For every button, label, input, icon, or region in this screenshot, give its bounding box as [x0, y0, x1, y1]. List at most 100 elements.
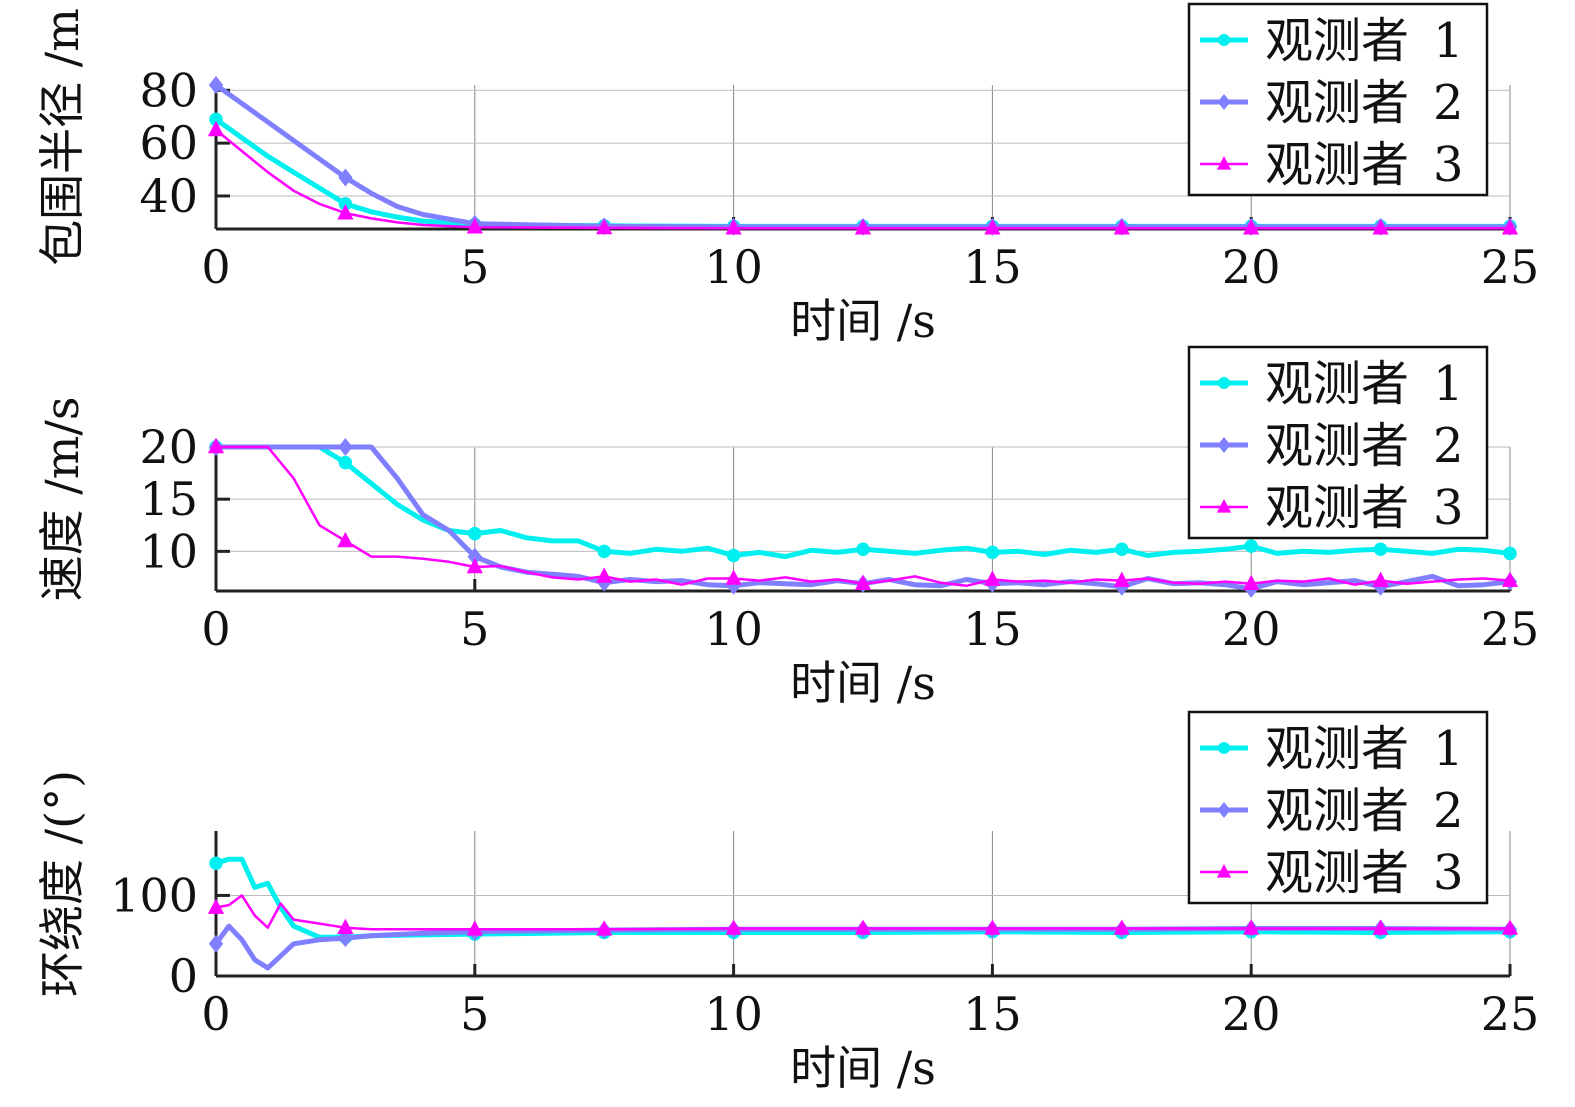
data-point-observer-3 [207, 120, 225, 137]
data-point-observer-1 [1244, 539, 1258, 553]
data-point-observer-3 [984, 570, 1001, 586]
data-point-observer-3 [466, 218, 483, 234]
data-point-observer-3 [466, 920, 483, 936]
legend-marker-triangle-icon [1216, 156, 1232, 170]
data-point-observer-1 [597, 544, 611, 559]
x-tick-label: 15 [963, 987, 1022, 1041]
data-point-observer-1 [1373, 542, 1388, 557]
legend-entry: 观测者 3 [1265, 480, 1464, 536]
data-point-observer-3 [596, 567, 613, 583]
data-point-observer-3 [1501, 219, 1519, 235]
x-tick-label: 25 [1481, 240, 1540, 294]
data-point-observer-3 [1113, 571, 1130, 587]
x-tick-label: 0 [201, 602, 230, 656]
legend-marker-circle-icon [1218, 377, 1230, 389]
data-point-observer-3 [466, 558, 483, 574]
y-tick-label: 10 [139, 524, 198, 578]
legend: 观测者 1 观测者 2 观测者 3 [1187, 710, 1489, 905]
legend: 观测者 1 观测者 2 观测者 3 [1187, 345, 1489, 540]
data-point-observer-3 [854, 219, 872, 235]
legend-marker-triangle-icon [1216, 499, 1232, 513]
data-point-observer-3 [1372, 219, 1389, 235]
x-tick-label: 20 [1222, 240, 1281, 294]
data-point-observer-3 [1243, 574, 1260, 590]
x-tick-label: 20 [1222, 602, 1281, 656]
y-tick-label: 100 [110, 868, 198, 922]
data-point-observer-3 [1113, 919, 1130, 935]
y-tick-label: 60 [139, 116, 198, 170]
legend-entry: 观测者 2 [1265, 418, 1464, 474]
series-line-observer-2 [214, 82, 1510, 230]
data-point-observer-2 [208, 934, 224, 953]
data-point-observer-3 [207, 898, 225, 914]
data-point-observer-3 [984, 919, 1001, 935]
data-point-observer-1 [338, 455, 353, 470]
y-axis-label: 包围半径 /m [35, 8, 89, 266]
data-point-observer-3 [725, 569, 742, 585]
legend-entry: 观测者 2 [1265, 783, 1464, 839]
data-point-observer-3 [725, 219, 742, 235]
data-point-observer-3 [1113, 219, 1130, 235]
x-tick-label: 10 [704, 240, 763, 294]
y-axis-label: 环绕度 /(°) [35, 770, 89, 997]
data-point-observer-2 [338, 168, 353, 187]
x-axis-label: 时间 /s [790, 294, 936, 348]
y-axis-label: 速度 /m/s [35, 397, 89, 602]
data-point-observer-3 [596, 920, 613, 936]
x-axis-label: 时间 /s [790, 656, 936, 710]
x-tick-label: 0 [201, 240, 230, 294]
data-point-observer-2 [338, 438, 353, 456]
x-tick-label: 15 [963, 240, 1022, 294]
data-point-observer-2 [208, 76, 224, 94]
x-tick-label: 5 [460, 987, 489, 1041]
legend-entry: 观测者 3 [1265, 137, 1464, 193]
legend-entry: 观测者 1 [1265, 721, 1464, 777]
data-point-observer-3 [1501, 919, 1519, 935]
legend-marker-diamond-icon [1217, 437, 1231, 453]
y-tick-label: 20 [139, 420, 198, 474]
data-point-observer-3 [337, 204, 354, 220]
legend-marker-circle-icon [1218, 742, 1230, 754]
legend-entry: 观测者 1 [1265, 13, 1464, 69]
data-point-observer-3 [1243, 919, 1260, 935]
data-point-observer-1 [726, 548, 741, 563]
x-tick-label: 15 [963, 602, 1022, 656]
data-point-observer-1 [985, 545, 1000, 560]
series-line-observer-3 [215, 894, 1510, 931]
data-point-observer-3 [207, 438, 225, 454]
legend-marker-diamond-icon [1217, 94, 1231, 110]
x-tick-label: 25 [1481, 987, 1540, 1041]
legend-marker-circle-icon [1218, 34, 1230, 46]
data-point-observer-1 [468, 526, 482, 541]
x-tick-label: 25 [1481, 602, 1540, 656]
x-tick-label: 0 [201, 987, 230, 1041]
data-point-observer-1 [209, 856, 223, 870]
data-point-observer-1 [338, 197, 353, 211]
series-line-observer-3 [215, 128, 1510, 230]
data-point-observer-3 [984, 219, 1001, 235]
y-tick-label: 15 [139, 472, 198, 526]
data-point-observer-3 [337, 918, 354, 934]
legend-entry: 观测者 2 [1265, 75, 1464, 131]
x-tick-label: 5 [460, 602, 489, 656]
x-axis-label: 时间 /s [790, 1041, 936, 1095]
legend-entry: 观测者 3 [1265, 845, 1464, 901]
data-point-observer-3 [337, 531, 354, 548]
data-point-observer-3 [854, 919, 872, 935]
y-tick-label: 40 [139, 169, 198, 223]
data-point-observer-3 [1372, 919, 1389, 935]
data-point-observer-1 [856, 542, 870, 557]
legend-entry: 观测者 1 [1265, 356, 1464, 412]
data-point-observer-3 [596, 218, 613, 235]
data-point-observer-2 [467, 547, 482, 566]
x-tick-label: 20 [1222, 987, 1281, 1041]
data-point-observer-1 [1115, 542, 1129, 557]
data-point-observer-1 [1503, 546, 1517, 561]
y-tick-label: 0 [169, 949, 198, 1003]
data-point-observer-3 [854, 574, 872, 590]
y-tick-label: 80 [139, 63, 198, 117]
